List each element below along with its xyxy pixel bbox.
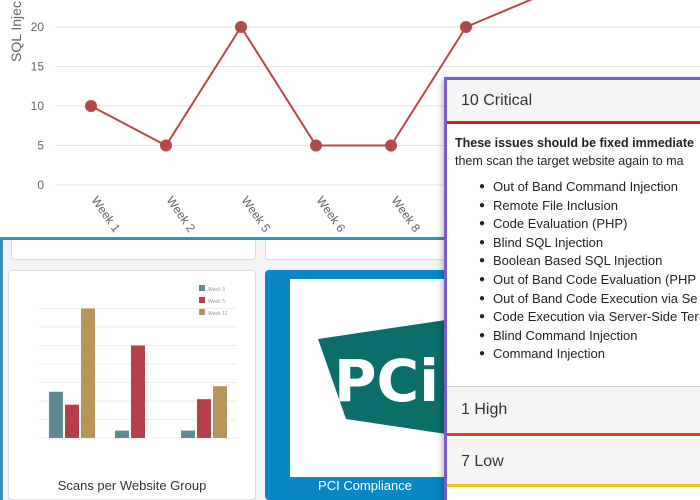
line-chart-x-tick: Week 6 — [314, 194, 349, 235]
bar-chart-legend-label: Week 3 — [208, 287, 225, 293]
line-chart-point — [385, 139, 397, 152]
critical-header-label: 10 Critical — [461, 91, 533, 109]
issue-list-item: Blind Command Injection — [479, 327, 693, 346]
pci-compliance-card[interactable]: PCi PCI Compliance — [265, 270, 466, 500]
bar-chart-legend-label: Week 5 — [208, 299, 225, 305]
bar-chart-bar — [81, 308, 95, 438]
line-chart-y-tick: 10 — [31, 99, 45, 113]
line-chart-y-tick: 0 — [37, 178, 44, 192]
bar-chart-bar — [197, 399, 211, 438]
line-chart-point — [310, 139, 322, 152]
vulnerability-severity-popup: 10 Critical These issues should be fixed… — [444, 77, 700, 500]
line-chart-point — [85, 100, 97, 112]
line-chart-x-tick: Week 2 — [164, 194, 199, 235]
critical-severity-header[interactable]: 10 Critical — [447, 80, 700, 124]
issue-list-item: Command Injection — [479, 345, 693, 364]
bar-chart-bar — [181, 430, 195, 438]
line-chart-point — [235, 21, 247, 33]
issue-list-item: Out of Band Code Evaluation (PHP — [479, 271, 696, 290]
bar-chart-bar — [213, 386, 227, 438]
line-chart-x-tick: Week 1 — [89, 194, 124, 235]
line-chart-y-tick: 20 — [31, 20, 45, 34]
bar-chart-bar — [65, 404, 79, 438]
bar-chart-legend-swatch — [199, 297, 205, 303]
issue-list-item: Out of Band Command Injection — [479, 178, 693, 197]
issue-list-item: Blind SQL Injection — [479, 234, 693, 253]
pci-card-caption: PCI Compliance — [318, 478, 412, 493]
low-header-label: 7 Low — [461, 452, 504, 470]
issue-list-item: Remote File Inclusion — [479, 197, 693, 216]
pci-logo-text: PCi — [334, 347, 439, 415]
bar-chart-legend-swatch — [199, 285, 205, 291]
issue-list-item: Code Execution via Server-Side Ter — [479, 308, 699, 327]
critical-intro-text: These issues should be fixed immediate t… — [455, 134, 694, 170]
line-chart-x-tick: Week 5 — [239, 194, 274, 235]
bar-chart-bar — [49, 391, 63, 438]
high-severity-header[interactable]: 1 High — [447, 386, 700, 436]
line-chart-x-tick: Week 8 — [389, 194, 424, 235]
card-top-strip — [11, 240, 256, 260]
bar-chart-bar — [131, 345, 145, 438]
issue-list-item: Out of Band Code Execution via Se — [479, 290, 698, 309]
critical-intro-rest: them scan the target website again to ma — [455, 154, 684, 168]
line-chart-y-tick: 5 — [37, 139, 44, 153]
issue-list-item: Code Evaluation (PHP) — [479, 215, 693, 234]
low-severity-header[interactable]: 7 Low — [447, 439, 700, 487]
issue-list-item: Boolean Based SQL Injection — [479, 252, 693, 271]
line-chart-point — [460, 21, 472, 33]
line-chart-y-tick: 15 — [31, 60, 45, 74]
card-top-strip — [265, 240, 465, 260]
scans-card-caption: Scans per Website Group — [57, 478, 207, 493]
scans-per-website-group-card[interactable]: Week 3 Week 5 Week 12 Scans per Website Gr… — [8, 270, 256, 500]
line-chart-point — [160, 139, 172, 152]
pci-logo: PCi — [290, 279, 466, 477]
bar-chart-legend-swatch — [199, 309, 205, 315]
bar-chart-bar — [115, 430, 129, 438]
critical-intro-bold: These issues should be fixed immediate — [455, 136, 694, 150]
scans-bar-chart-thumbnail: Week 3 Week 5 Week 12 — [39, 285, 237, 439]
critical-issues-body: These issues should be fixed immediate t… — [447, 124, 700, 386]
high-header-label: 1 High — [461, 401, 508, 418]
critical-issue-list: Out of Band Command Injection Remote Fil… — [455, 178, 699, 364]
bar-chart-legend-label: Week 12 — [208, 311, 228, 317]
